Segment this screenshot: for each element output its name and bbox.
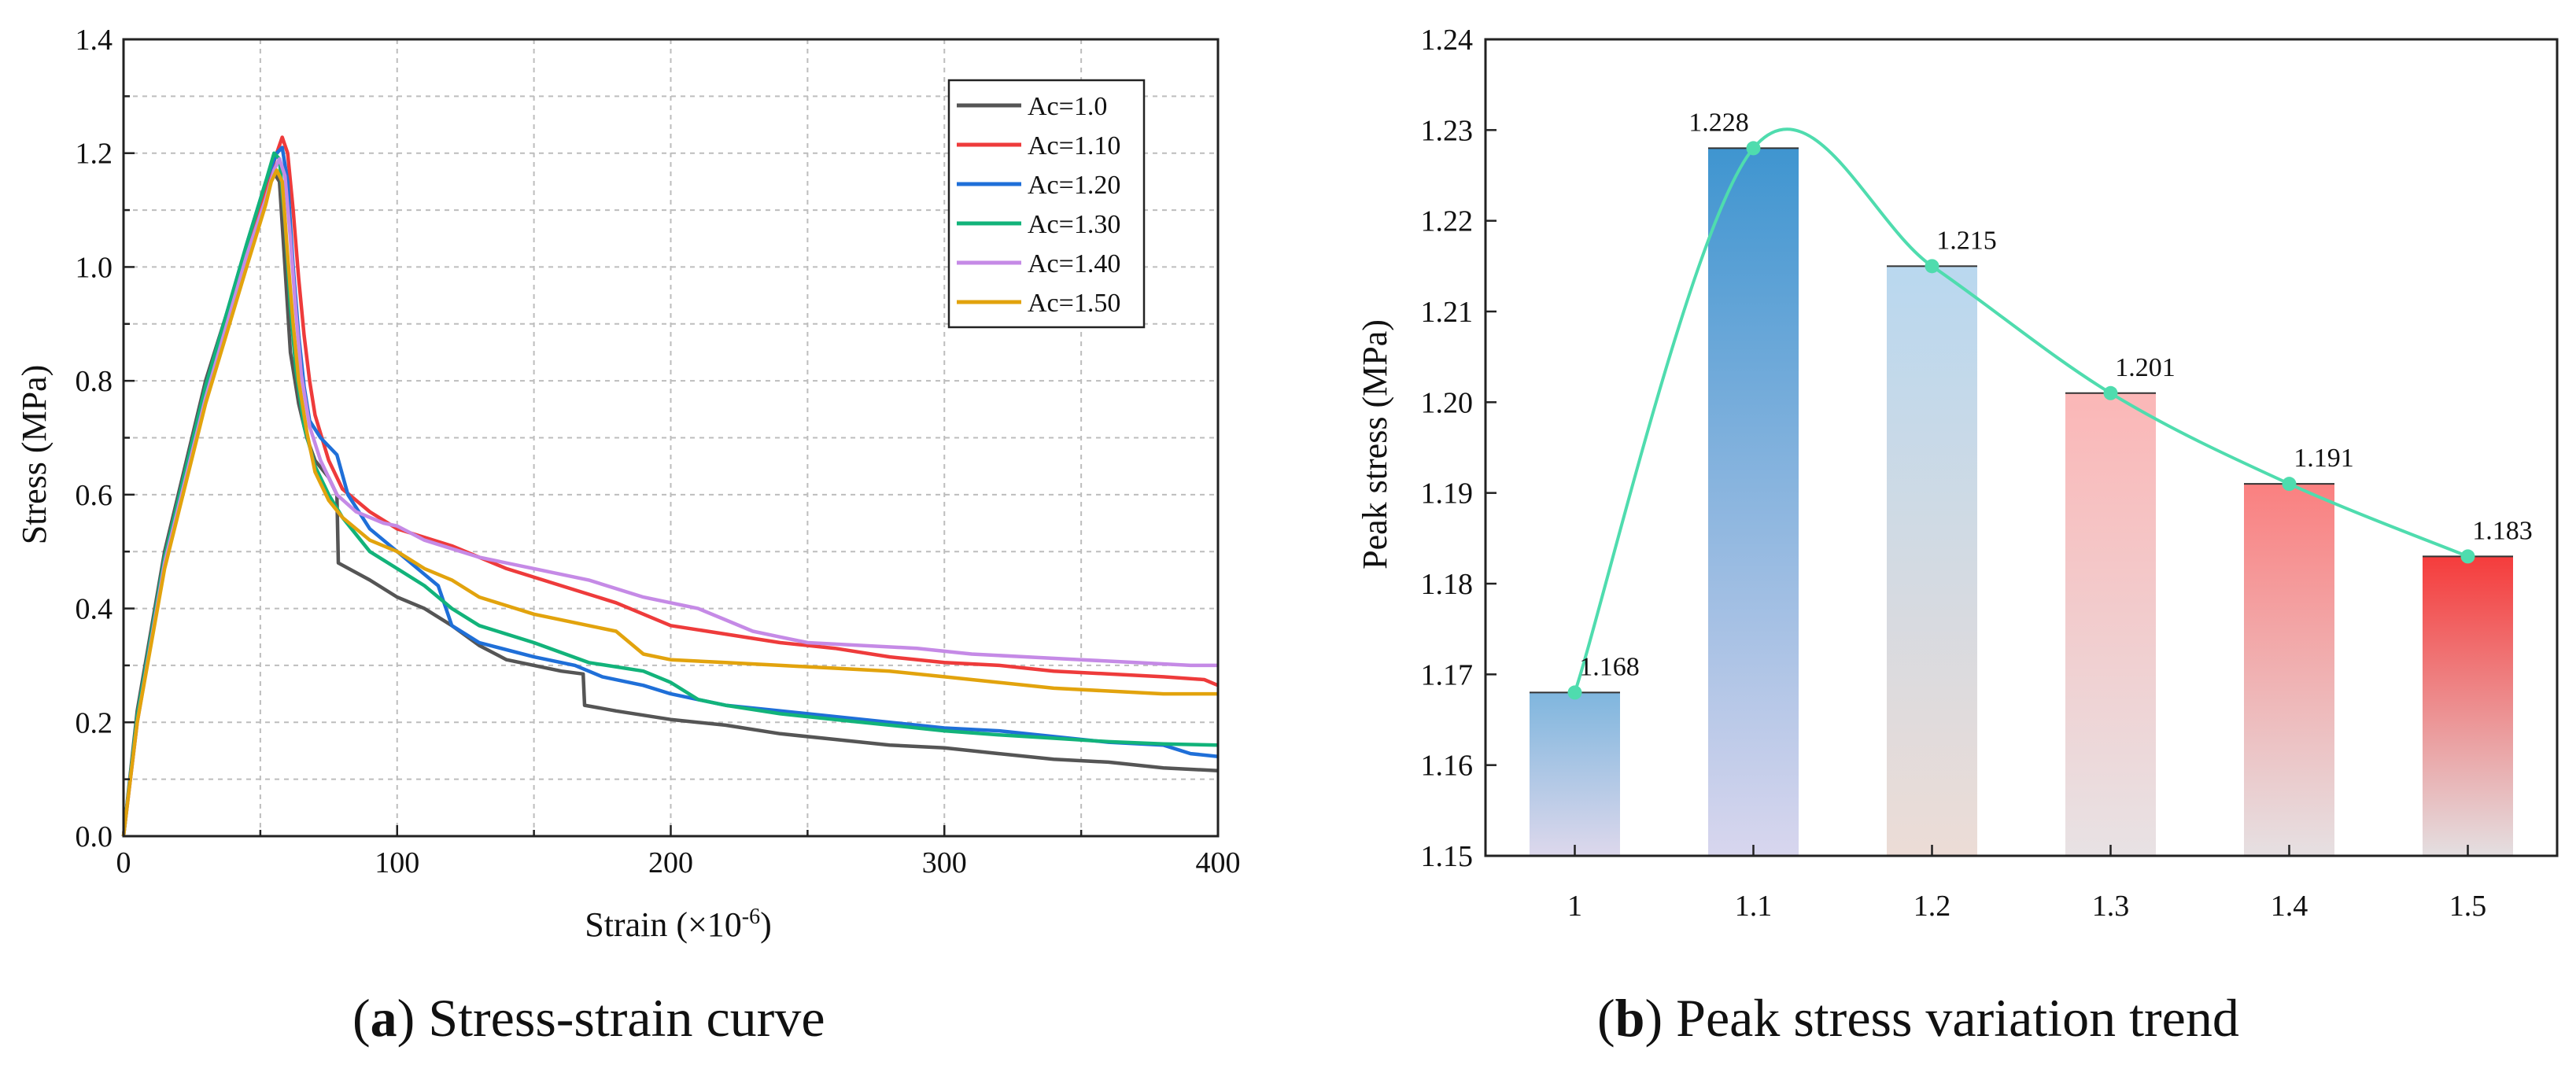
b-y-tick-label: 1.17 [1421, 658, 1474, 691]
b-y-tick-label: 1.23 [1421, 114, 1474, 147]
a-x-axis-label: Strain (×10-6) [585, 905, 772, 944]
b-trend-point [2103, 385, 2118, 400]
b-y-tick-label: 1.16 [1421, 750, 1474, 783]
b-bar [2244, 484, 2334, 856]
b-trend-point [1567, 685, 1582, 700]
caption-a: (a) Stress-strain curve [352, 988, 825, 1048]
a-legend-label: Ac=1.10 [1028, 131, 1120, 160]
b-data-label: 1.215 [1936, 226, 1997, 255]
b-data-label: 1.191 [2294, 444, 2354, 473]
a-legend-label: Ac=1.30 [1028, 210, 1120, 239]
b-x-tick-label: 1.4 [2271, 890, 2308, 923]
a-y-tick-label: 0.0 [76, 820, 113, 853]
b-ticks: 1.151.161.171.181.191.201.211.221.231.24… [1421, 24, 2487, 923]
a-x-tick-label: 300 [922, 846, 967, 879]
b-trend-curve [1567, 127, 2475, 700]
b-data-label: 1.168 [1579, 652, 1640, 681]
panel-a-stress-strain-chart: 0 100 200 300 400 0.0 0.2 0.4 0.6 0.8 1.0 1.2 1.4 St… [15, 24, 1241, 944]
a-x-tick-label: 0 [116, 846, 131, 879]
b-x-tick-label: 1.1 [1735, 890, 1773, 923]
b-data-label: 1.228 [1688, 108, 1749, 137]
b-y-tick-label: 1.19 [1421, 477, 1474, 511]
a-series-line [121, 146, 1219, 837]
b-y-tick-label: 1.20 [1421, 386, 1474, 419]
b-trend-point [2282, 477, 2297, 492]
a-legend-label: Ac=1.40 [1028, 249, 1120, 278]
b-bar [2423, 556, 2513, 856]
a-y-axis-label: Stress (MPa) [15, 365, 54, 545]
caption-b: (b) Peak stress variation trend [1597, 988, 2239, 1048]
a-x-tick-label: 100 [375, 846, 419, 879]
b-bars [1530, 147, 2513, 856]
a-y-tick-label: 1.2 [76, 138, 113, 171]
a-ticks: 0 100 200 300 400 0.0 0.2 0.4 0.6 0.8 1.0 1.2 1.4 [76, 24, 1241, 879]
b-y-axis-label: Peak stress (MPa) [1356, 319, 1394, 569]
b-data-labels: 1.168 1.228 1.215 1.201 1.191 1.183 [1579, 108, 2533, 681]
b-x-tick-label: 1.3 [2092, 890, 2130, 923]
a-legend-label: Ac=1.20 [1028, 171, 1120, 200]
b-bar [1708, 148, 1799, 856]
a-y-tick-label: 1.4 [76, 24, 113, 57]
b-y-tick-label: 1.18 [1421, 568, 1474, 601]
panel-b-peak-stress-chart: 1.151.161.171.181.191.201.211.221.231.24… [1356, 24, 2559, 923]
b-trend-point [1746, 141, 1761, 156]
b-y-tick-label: 1.15 [1421, 840, 1474, 873]
a-x-tick-label: 400 [1196, 846, 1241, 879]
a-legend-label: Ac=1.0 [1028, 92, 1107, 121]
a-y-tick-label: 1.0 [76, 251, 113, 284]
b-plot-frame [1484, 38, 2559, 857]
b-x-tick-label: 1.2 [1914, 890, 1951, 923]
b-x-tick-label: 1 [1567, 890, 1582, 923]
a-series-lines [121, 135, 1219, 837]
b-y-tick-label: 1.21 [1421, 296, 1474, 329]
a-series-line [121, 151, 1219, 837]
a-legend-label: Ac=1.50 [1028, 289, 1120, 318]
a-y-tick-label: 0.2 [76, 706, 113, 739]
b-bar [1887, 266, 1977, 856]
b-bar [2065, 393, 2156, 856]
a-legend-box [947, 79, 1146, 329]
b-y-tick-label: 1.22 [1421, 205, 1474, 238]
b-data-label: 1.201 [2115, 353, 2176, 382]
a-y-tick-label: 0.6 [76, 479, 113, 512]
b-trend-point [1925, 259, 1939, 274]
b-y-tick-label: 1.24 [1421, 24, 1474, 57]
b-data-label: 1.183 [2472, 516, 2533, 545]
b-x-tick-label: 1.5 [2449, 890, 2487, 923]
b-bar [1530, 692, 1620, 856]
a-legend: Ac=1.0 Ac=1.10 Ac=1.20 Ac=1.30 Ac=1.40 Ac=1.5… [947, 79, 1146, 329]
a-x-tick-label: 200 [648, 846, 693, 879]
b-trend-point [2460, 549, 2475, 564]
a-y-tick-label: 0.4 [76, 593, 113, 626]
a-y-tick-label: 0.8 [76, 365, 113, 398]
a-series-line [121, 168, 1218, 837]
